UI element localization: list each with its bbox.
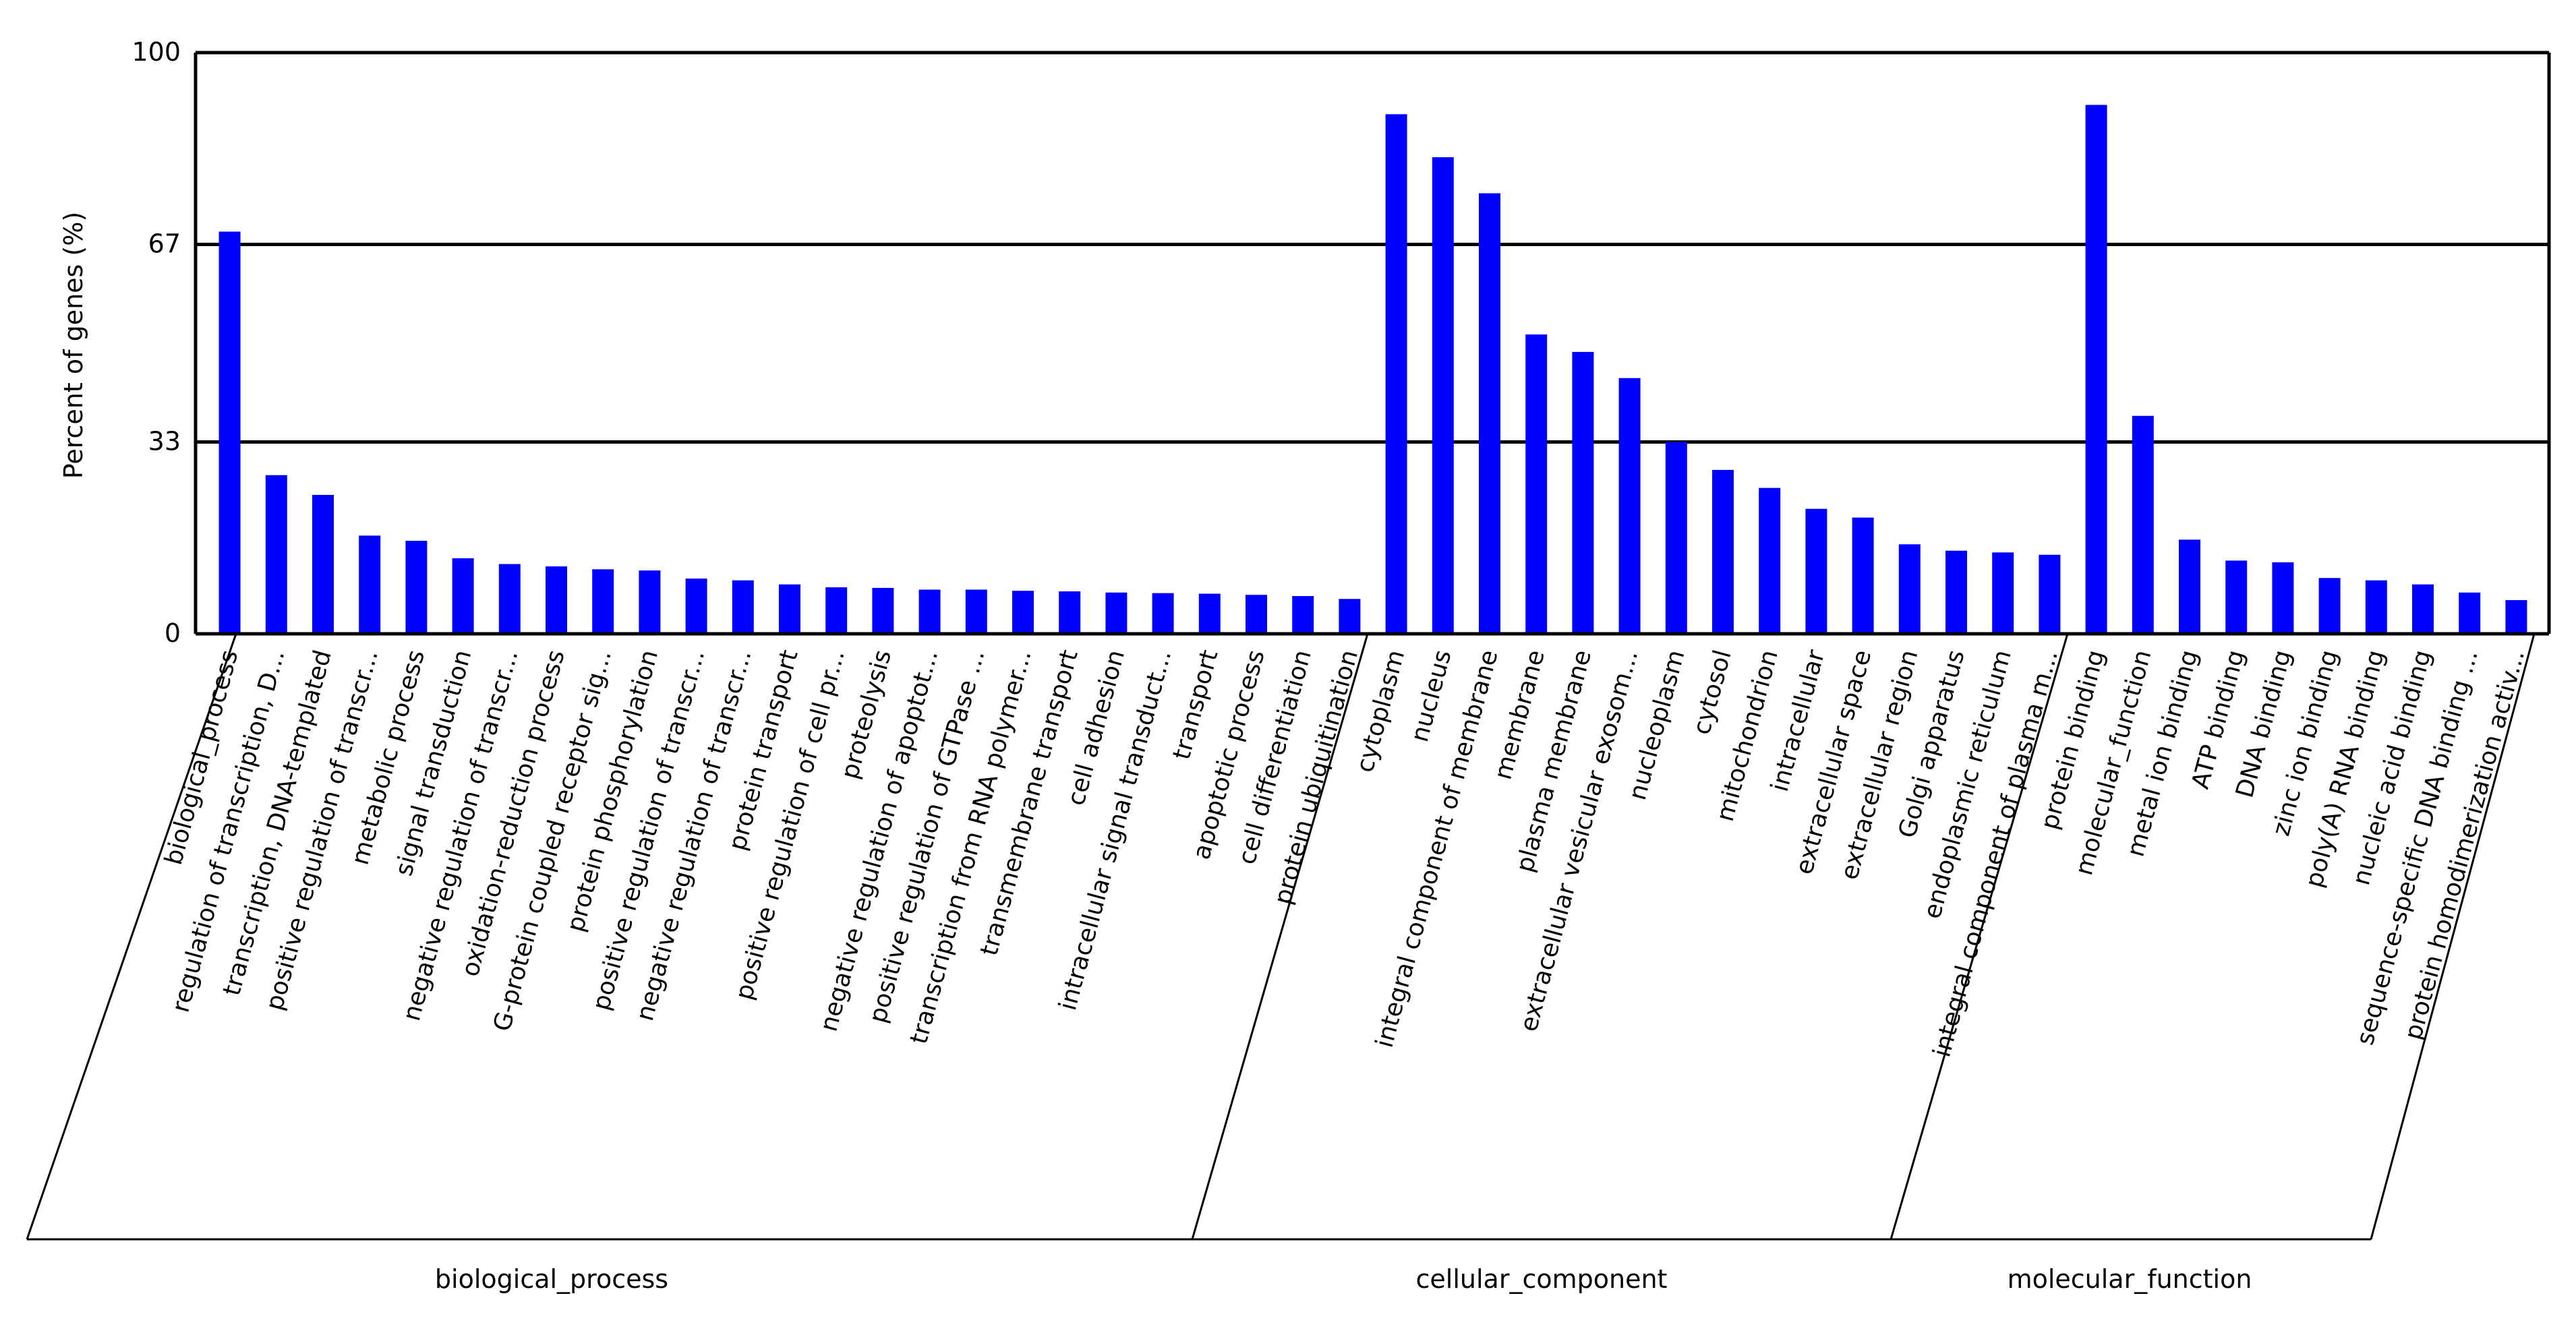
bar bbox=[1198, 593, 1221, 634]
y-tick-label: 100 bbox=[131, 37, 181, 67]
bar bbox=[1618, 378, 1641, 634]
group-separator bbox=[2370, 633, 2536, 1240]
bar bbox=[1945, 550, 1967, 634]
bar bbox=[2318, 578, 2341, 634]
bar bbox=[779, 584, 800, 634]
bar bbox=[1339, 599, 1361, 634]
x-tick-label: cytosol bbox=[1688, 647, 1737, 738]
group-separator bbox=[1890, 633, 2069, 1240]
group-separator bbox=[1191, 633, 1369, 1240]
bar bbox=[2085, 105, 2107, 634]
gridlines bbox=[196, 51, 2549, 444]
bar bbox=[265, 475, 287, 634]
bar bbox=[1105, 592, 1128, 634]
bar bbox=[2272, 562, 2294, 634]
y-axis-label: Percent of genes (%) bbox=[59, 212, 88, 479]
x-tick-label: transport bbox=[1168, 647, 1224, 763]
bar bbox=[452, 558, 474, 634]
bar bbox=[1898, 544, 1921, 634]
axes bbox=[194, 53, 2551, 636]
bar bbox=[1665, 442, 1687, 634]
bar bbox=[2132, 415, 2154, 634]
group-label: molecular_function bbox=[2008, 1264, 2252, 1294]
bar bbox=[2412, 584, 2434, 634]
bar bbox=[1059, 591, 1081, 634]
bar bbox=[1152, 593, 1174, 634]
bar bbox=[1992, 552, 2014, 634]
bar bbox=[732, 580, 754, 634]
bar bbox=[1012, 591, 1034, 634]
bar bbox=[2365, 580, 2387, 634]
bar bbox=[965, 589, 987, 634]
bar bbox=[825, 587, 848, 634]
bar bbox=[1246, 595, 1267, 634]
bar bbox=[2039, 554, 2061, 634]
bar bbox=[1852, 517, 1874, 634]
bar bbox=[405, 541, 428, 634]
bar bbox=[1712, 469, 1734, 634]
bar bbox=[2459, 592, 2481, 634]
group-separator bbox=[26, 633, 237, 1240]
bar bbox=[1432, 157, 1454, 634]
bar bbox=[685, 579, 707, 634]
bar bbox=[546, 566, 567, 634]
bar bbox=[359, 535, 381, 634]
bar bbox=[498, 564, 521, 634]
bar bbox=[2179, 539, 2200, 634]
bar bbox=[312, 494, 334, 634]
group-brackets: biological_process cellular_component mole… bbox=[26, 633, 2536, 1294]
bar bbox=[218, 231, 241, 634]
group-label: biological_process bbox=[435, 1264, 668, 1294]
y-tick-label: 67 bbox=[148, 229, 181, 258]
bar bbox=[1479, 193, 1500, 634]
bar bbox=[872, 587, 894, 634]
y-tick-labels: 0 33 67 100 bbox=[131, 37, 181, 648]
bar bbox=[639, 570, 661, 634]
bar bbox=[592, 569, 614, 634]
y-tick-label: 33 bbox=[148, 427, 181, 456]
bars bbox=[218, 105, 2527, 634]
bar bbox=[1385, 114, 1407, 634]
bar bbox=[918, 589, 941, 634]
bar bbox=[2225, 560, 2248, 634]
bar bbox=[1572, 351, 1594, 634]
group-label: cellular_component bbox=[1416, 1264, 1668, 1294]
bar bbox=[1805, 508, 1827, 634]
x-tick-label: nucleus bbox=[1406, 647, 1457, 745]
bar bbox=[1525, 334, 1548, 634]
y-tick-label: 0 bbox=[165, 618, 181, 648]
bar bbox=[2505, 600, 2527, 634]
bar bbox=[1759, 487, 1781, 634]
bar bbox=[1292, 595, 1314, 634]
